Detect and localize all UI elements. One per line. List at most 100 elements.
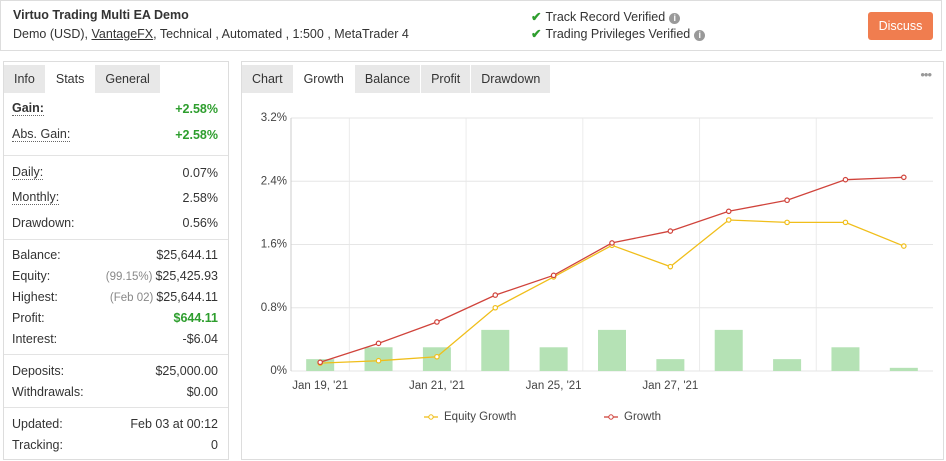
tab[interactable]: Balance [354, 65, 422, 93]
point [842, 176, 849, 183]
stats-value-wrap: 0.07% [183, 166, 218, 180]
subtitle-suffix: , Technical , Automated , 1:500 , MetaTr… [153, 27, 409, 41]
stats-value-wrap: $25,644.11 [156, 248, 218, 262]
stats-label: Drawdown: [12, 215, 75, 230]
info-icon[interactable]: i [694, 30, 706, 41]
chart-tabs: Chart Growth Balance Profit Drawdown [242, 65, 552, 93]
y-tick-label: 0.8% [261, 302, 287, 314]
stats-group: Gain: +2.58% Abs. Gain: +2.58% [4, 96, 228, 156]
stats-row: Withdrawals: $0.00 [4, 381, 228, 402]
stats-value: 0 [211, 437, 218, 452]
point [901, 174, 907, 181]
legend-marker [428, 414, 434, 420]
y-tick-label: 3.2% [261, 112, 287, 124]
stats-label: Daily: [12, 164, 44, 180]
verification: ✔ Track Record Verified i [531, 9, 705, 26]
stats-value: $644.11 [173, 310, 219, 325]
discuss-button[interactable]: Discuss [868, 12, 933, 40]
bar [773, 359, 802, 371]
stats-label: Abs. Gain: [12, 127, 71, 142]
tab[interactable]: General [95, 65, 161, 93]
check-icon: ✔ [531, 27, 542, 41]
bar [831, 347, 860, 371]
tab[interactable]: Profit [421, 65, 472, 93]
stats-group: Updated: Feb 03 at 00:12 Tracking: 0 [4, 408, 228, 460]
bar [481, 329, 510, 371]
stats-value-wrap: (Feb 02) $25,644.11 [110, 290, 218, 304]
stats-label: Profit: [12, 310, 45, 325]
stats-label: Monthly: [12, 189, 60, 205]
info-icon[interactable]: i [669, 13, 681, 24]
point [842, 219, 849, 226]
stats-value: 2.58% [182, 190, 218, 205]
y-tick-label: 0% [270, 365, 287, 377]
tab[interactable]: Drawdown [471, 65, 552, 93]
stats-row: Interest: -$6.04 [4, 328, 228, 349]
legend-label: Growth [624, 411, 661, 423]
stats-value-wrap: -$6.04 [183, 332, 218, 346]
point [550, 272, 557, 279]
point [725, 208, 732, 215]
tab[interactable]: Info [4, 65, 46, 93]
point [317, 359, 323, 366]
stats-value-wrap: 0 [211, 438, 218, 452]
point [784, 219, 790, 226]
stats-label: Equity: [12, 268, 51, 283]
bar [889, 367, 918, 371]
x-tick-label: Jan 19, '21 [292, 380, 348, 392]
point [784, 197, 790, 204]
bar [714, 329, 743, 371]
legend-label: Equity Growth [444, 411, 516, 423]
point [492, 304, 499, 311]
stats-row: Abs. Gain: +2.58% [4, 122, 228, 148]
point [375, 357, 382, 364]
stats-value: $25,644.11 [156, 289, 218, 304]
verifications: ✔ Track Record Verified i ✔ Trading Privileg… [531, 9, 706, 43]
bar [598, 329, 626, 371]
stats-row: Equity: (99.15%) $25,425.93 [4, 265, 228, 286]
stats-row: Monthly: 2.58% [4, 185, 228, 210]
stats-value-wrap: 0.56% [183, 216, 218, 230]
stats-row: Balance: $25,644.11 [4, 244, 228, 265]
stats-value-wrap: $0.00 [187, 385, 218, 399]
stats-row: Gain: +2.58% [4, 96, 228, 122]
y-tick-label: 1.6% [261, 239, 287, 251]
stats-list: Gain: +2.58% Abs. Gain: +2.58% Daily: 0.07% Mo… [4, 96, 228, 460]
stats-row: Tracking: 0 [4, 434, 228, 455]
stats-value: -$6.04 [182, 331, 218, 346]
stats-row: Drawdown: 0.56% [4, 210, 228, 235]
system-title: Virtuo Trading Multi EA Demo [13, 8, 189, 22]
stats-label: Deposits: [12, 363, 65, 378]
point [667, 228, 674, 234]
stats-value: +2.58% [175, 128, 218, 142]
tab[interactable]: Growth [293, 65, 355, 93]
stats-value: $25,000.00 [155, 363, 218, 378]
header: Virtuo Trading Multi EA Demo Demo (USD),… [0, 0, 942, 51]
x-tick-label: Jan 21, '21 [409, 380, 465, 392]
y-tick-label: 2.4% [261, 175, 287, 187]
stats-row: Highest: (Feb 02) $25,644.11 [4, 286, 228, 307]
stats-value: +2.58% [175, 102, 218, 116]
point [901, 243, 907, 249]
stats-group: Daily: 0.07% Monthly: 2.58% Drawdown: 0.56% [4, 156, 228, 240]
point [434, 353, 440, 360]
stats-label: Balance: [12, 247, 61, 262]
stats-value-wrap: (99.15%) $25,425.93 [106, 269, 218, 283]
stats-note: (Feb 02) [109, 291, 154, 304]
tab[interactable]: Chart [242, 65, 294, 93]
stats-value: 0.56% [182, 215, 218, 230]
bar [539, 347, 568, 371]
stats-row: Updated: Feb 03 at 00:12 [4, 413, 228, 434]
chart-menu[interactable]: ••• [920, 67, 932, 82]
stats-row: Profit: $644.11 [4, 307, 228, 328]
stats-value-wrap: $644.11 [174, 311, 219, 325]
stats-value: $0.00 [186, 384, 218, 399]
stats-group: Balance: $25,644.11 Equity: (99.15%) $25,425… [4, 240, 228, 355]
stats-value: 0.07% [182, 165, 218, 180]
point [609, 240, 615, 246]
tab[interactable]: Stats [45, 65, 96, 93]
broker-link[interactable]: VantageFX [91, 27, 154, 41]
stats-value: $25,644.11 [156, 247, 218, 262]
stats-value-wrap: $25,000.00 [155, 364, 218, 378]
x-tick-label: Jan 27, '21 [642, 380, 698, 392]
